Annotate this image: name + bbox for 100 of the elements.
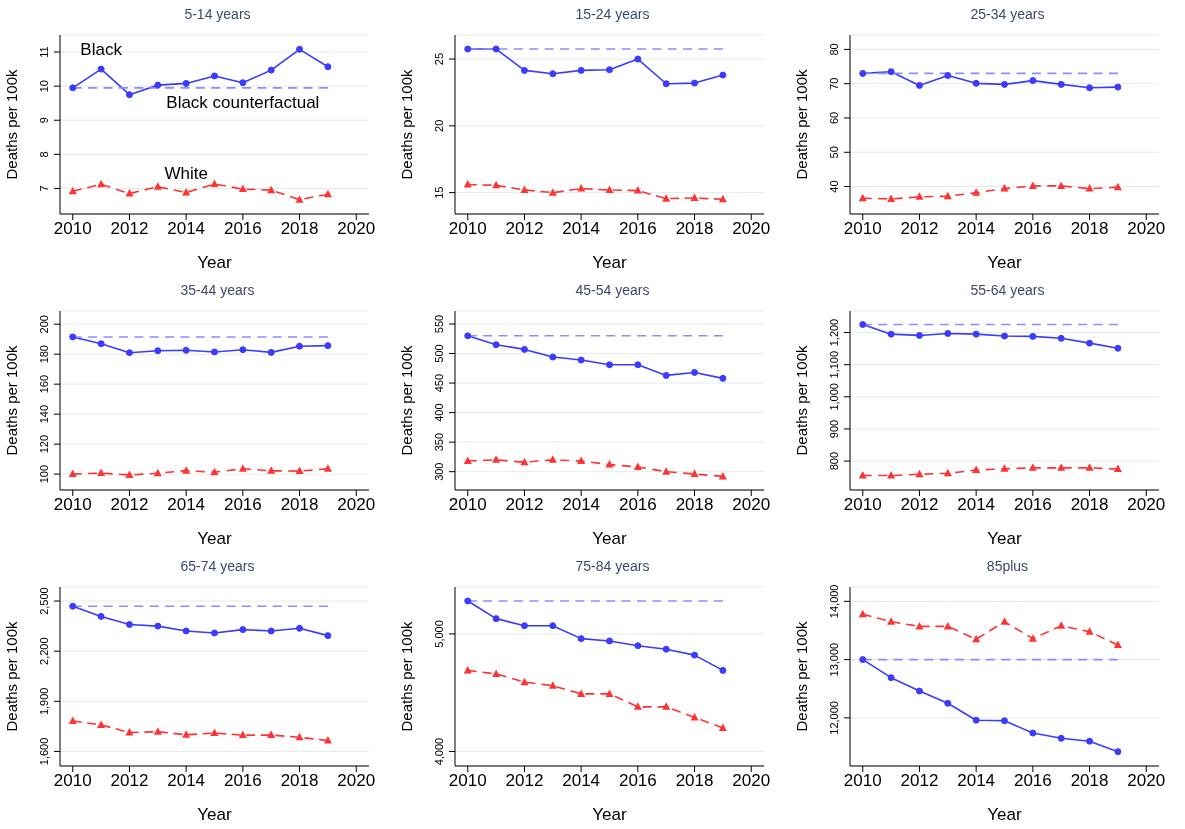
x-tick-label: 2018: [675, 219, 714, 239]
x-tick-label: 2016: [1013, 219, 1052, 239]
point: [97, 179, 106, 188]
y-tick-label: 12,000: [828, 701, 840, 735]
x-tick-label: 2020: [732, 219, 771, 239]
point: [520, 345, 528, 353]
point: [859, 321, 867, 328]
point: [1085, 184, 1094, 192]
point: [548, 455, 557, 463]
point: [182, 730, 191, 738]
point: [68, 469, 77, 478]
point: [323, 464, 332, 472]
point: [1028, 634, 1037, 642]
x-tick-label: 2016: [618, 219, 657, 239]
point: [1085, 463, 1094, 471]
point: [492, 180, 501, 189]
point: [97, 720, 106, 728]
point: [296, 342, 304, 350]
point: [577, 184, 586, 192]
point: [1114, 83, 1122, 91]
point: [1000, 184, 1009, 192]
y-tick-label: 900: [828, 419, 840, 439]
point: [887, 330, 895, 338]
x-axis-title: Year: [592, 253, 628, 272]
x-tick-label: 2012: [505, 219, 544, 239]
y-tick-label: 160: [38, 374, 50, 394]
y-tick-label: 1,100: [828, 350, 840, 379]
point: [691, 651, 699, 659]
point: [1057, 334, 1065, 342]
point: [153, 182, 162, 190]
x-tick-label: 2020: [337, 495, 376, 515]
point: [125, 349, 133, 357]
chart-title: 45-54 years: [574, 281, 651, 300]
x-tick-label: 2014: [562, 495, 601, 515]
point: [662, 702, 671, 710]
point: [548, 188, 557, 196]
point: [153, 468, 162, 477]
point: [68, 186, 77, 195]
point: [858, 471, 867, 479]
point: [69, 333, 77, 341]
x-tick-label: 2020: [1127, 495, 1166, 515]
point: [267, 348, 275, 356]
y-tick-label: 400: [433, 403, 445, 422]
x-tick-label: 2012: [110, 771, 149, 791]
x-axis-title: Year: [987, 529, 1023, 548]
point: [68, 716, 77, 725]
x-axis-title: Year: [987, 805, 1023, 824]
point: [915, 687, 923, 695]
point: [492, 341, 500, 349]
point: [691, 368, 699, 376]
x-tick-label: 2018: [280, 771, 319, 791]
point: [1113, 640, 1122, 649]
x-tick-label: 2014: [957, 495, 996, 515]
x-tick-label: 2010: [448, 495, 487, 515]
point: [154, 347, 162, 355]
point: [211, 72, 218, 80]
point: [1114, 344, 1122, 352]
y-tick-label: 50: [828, 146, 840, 159]
point: [577, 689, 586, 697]
point: [1086, 84, 1094, 92]
point: [662, 194, 671, 202]
point: [972, 79, 980, 87]
x-tick-label: 2018: [675, 495, 714, 515]
y-tick-label: 7: [38, 185, 50, 192]
x-tick-label: 2018: [1070, 771, 1109, 791]
point: [1113, 182, 1122, 191]
x-tick-label: 2020: [732, 495, 771, 515]
y-tick-label: 11: [38, 46, 50, 58]
x-tick-label: 2016: [618, 495, 657, 515]
point: [605, 185, 614, 193]
x-tick-label: 2010: [448, 219, 487, 239]
point: [267, 185, 276, 194]
point: [605, 689, 614, 697]
y-tick-label: 9: [38, 117, 50, 124]
x-tick-label: 2014: [562, 219, 601, 239]
point: [97, 468, 106, 477]
point: [1028, 181, 1037, 189]
point: [1001, 717, 1008, 725]
point: [492, 45, 500, 53]
y-tick-label: 300: [433, 462, 445, 481]
y-tick-label: 550: [433, 314, 445, 334]
point: [662, 80, 670, 88]
x-tick-label: 2014: [167, 771, 206, 791]
x-tick-label: 2012: [505, 495, 544, 515]
y-axis-title: Deaths per 100k: [3, 344, 21, 456]
point: [492, 669, 501, 677]
y-axis-title: Deaths per 100k: [793, 620, 811, 732]
point: [972, 634, 981, 643]
point: [520, 677, 529, 686]
y-tick-label: 8: [38, 151, 50, 158]
point: [549, 353, 557, 361]
point: [182, 188, 191, 196]
y-tick-label: 1,000: [828, 383, 840, 411]
point: [323, 189, 332, 198]
point: [296, 45, 304, 53]
point: [633, 462, 642, 470]
y-tick-label: 15: [433, 186, 445, 199]
point: [944, 330, 952, 337]
x-tick-label: 2020: [1127, 771, 1166, 791]
point: [463, 456, 472, 465]
